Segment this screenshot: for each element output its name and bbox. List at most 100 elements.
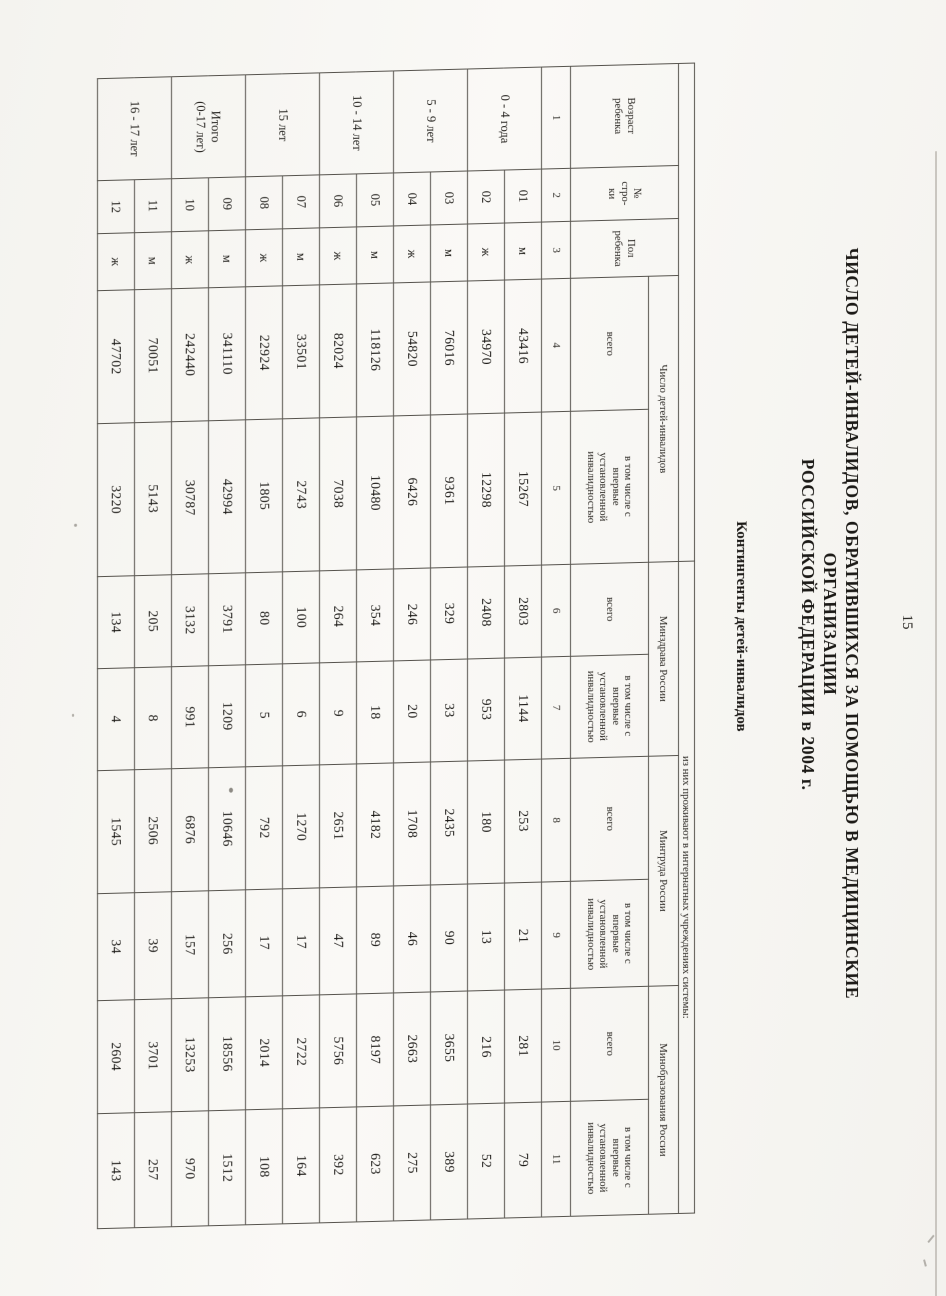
cell-value: 10646: [208, 766, 246, 891]
page-number: 15: [899, 614, 915, 630]
cell-value: 13253: [171, 997, 209, 1112]
column-number-row: 1 2 3 4 5 6 7 8 9 10 11: [541, 66, 571, 1218]
col-header-total-group: Число детей-инвалидов: [648, 275, 679, 563]
cell-value: 47: [319, 886, 357, 995]
col-subheader-first-time: в том числе с впервые установленной инва…: [570, 879, 649, 989]
title-line-2: ОРГАНИЗАЦИИ: [820, 552, 840, 696]
cell-row-number: 08: [245, 175, 283, 230]
cell-value: 4: [97, 667, 135, 771]
cell-value: 205: [134, 574, 172, 668]
cell-value: 5143: [134, 421, 172, 576]
cell-value: 389: [430, 1104, 468, 1221]
cell-sex: м: [430, 224, 468, 282]
cell-age-group: 10 - 14 лет: [319, 70, 394, 175]
cell-value: 970: [171, 1110, 209, 1227]
cell-value: 34970: [467, 280, 505, 415]
cell-value: 6426: [393, 414, 431, 569]
cell-row-number: 12: [97, 179, 135, 234]
cell-value: 1270: [282, 764, 320, 889]
column-number-cell: 1: [541, 66, 571, 170]
cell-age-group: 0 - 4 года: [467, 67, 542, 172]
scan-speck: [72, 713, 74, 717]
cell-value: 5756: [319, 993, 357, 1108]
cell-value: 6876: [171, 767, 209, 892]
cell-sex: м: [208, 229, 246, 288]
table-row: 04 ж 54820 6426 246 20 1708 46 2663 275: [393, 70, 431, 1221]
scan-mark: [923, 1259, 927, 1267]
cell-value: 2604: [97, 999, 135, 1114]
cell-value: 2435: [430, 761, 468, 885]
cell-value: 216: [467, 990, 505, 1105]
cell-value: 2014: [245, 995, 283, 1110]
cell-value: 180: [467, 760, 505, 885]
cell-row-number: 05: [356, 172, 394, 227]
cell-value: 33: [430, 659, 468, 762]
cell-value: 3701: [134, 998, 172, 1113]
cell-value: 42994: [208, 419, 246, 574]
cell-row-number: 03: [430, 171, 468, 225]
cell-value: 12298: [467, 413, 505, 568]
cell-value: 52: [467, 1103, 505, 1220]
cell-value: 2722: [282, 994, 320, 1109]
cell-value: 143: [97, 1112, 135, 1229]
col-header-row-no: № стро- ки: [570, 165, 679, 222]
col-header-min-education: Минобразования России: [648, 985, 679, 1215]
cell-value: 253: [504, 759, 542, 884]
cell-value: 20: [393, 659, 431, 763]
cell-value: 8: [134, 666, 172, 770]
table-row: 15 лет 07 м 33501 2743 100 6 1270 17 2722 164: [245, 72, 320, 1224]
cell-value: 100: [282, 570, 320, 664]
cell-value: 256: [208, 889, 246, 998]
cell-row-number: 04: [393, 171, 431, 226]
title-line-1: ЧИСЛО ДЕТЕЙ-ИНВАЛИДОВ, ОБРАТИВШИХСЯ ЗА П…: [842, 247, 862, 1000]
document-title: ЧИСЛО ДЕТЕЙ-ИНВАЛИДОВ, ОБРАТИВШИХСЯ ЗА П…: [797, 3, 863, 1245]
cell-value: 34: [97, 892, 135, 1001]
cell-age-group: Итого (0-17 лет): [171, 74, 246, 179]
cell-value: 10480: [356, 415, 394, 570]
cell-value: 3791: [208, 572, 246, 666]
table-row: 06 ж 82024 7038 264 9 2651 47 5756 392: [319, 72, 357, 1223]
cell-value: 2651: [319, 763, 357, 888]
cell-value: 264: [319, 569, 357, 663]
cell-value: 354: [356, 568, 394, 662]
data-table: из них проживают в интернатных учреждени…: [97, 63, 695, 1230]
cell-sex: м: [134, 231, 172, 290]
cell-value: 2743: [282, 417, 320, 572]
cell-value: 76016: [430, 281, 468, 415]
cell-value: 47702: [97, 289, 135, 424]
cell-age-group: 16 - 17 лет: [97, 76, 172, 181]
column-number-cell: 3: [541, 221, 571, 280]
paper-edge-line: [935, 151, 937, 1296]
table-row: 08 ж 22924 1805 80 5 792 17 2014 108: [245, 74, 283, 1225]
col-subheader-total: всего: [570, 562, 649, 657]
cell-value: 242440: [171, 287, 209, 422]
document-subtitle: Контингенты детей-инвалидов: [733, 520, 749, 732]
cell-value: 30787: [171, 420, 209, 575]
cell-row-number: 02: [467, 170, 505, 225]
cell-value: 9: [319, 661, 357, 765]
cell-value: 246: [393, 567, 431, 661]
cell-value: 1708: [393, 761, 431, 886]
cell-value: 5: [245, 663, 283, 767]
col-header-age: Возраст ребенка: [570, 63, 679, 169]
cell-value: 43416: [504, 279, 542, 414]
cell-value: 953: [467, 658, 505, 762]
cell-value: 89: [356, 885, 394, 994]
column-number-cell: 10: [541, 988, 571, 1103]
col-header-sex: Пол ребенка: [570, 218, 679, 279]
cell-value: 18556: [208, 996, 246, 1111]
cell-value: 7038: [319, 416, 357, 571]
column-number-cell: 11: [541, 1101, 571, 1218]
table-row: 5 - 9 лет 03 м 76016 9361 329 33 2435 90 3655 389: [393, 69, 468, 1221]
column-number-cell: 6: [541, 564, 571, 658]
cell-sex: м: [504, 222, 542, 281]
cell-value: 22924: [245, 285, 283, 420]
cell-value: 46: [393, 884, 431, 993]
cell-value: 13: [467, 883, 505, 992]
cell-value: 623: [356, 1105, 394, 1222]
cell-sex: ж: [97, 232, 135, 291]
col-subheader-total: всего: [570, 756, 649, 882]
table-row: 12 ж 47702 3220 134 4 1545 34 2604 143: [97, 78, 135, 1229]
